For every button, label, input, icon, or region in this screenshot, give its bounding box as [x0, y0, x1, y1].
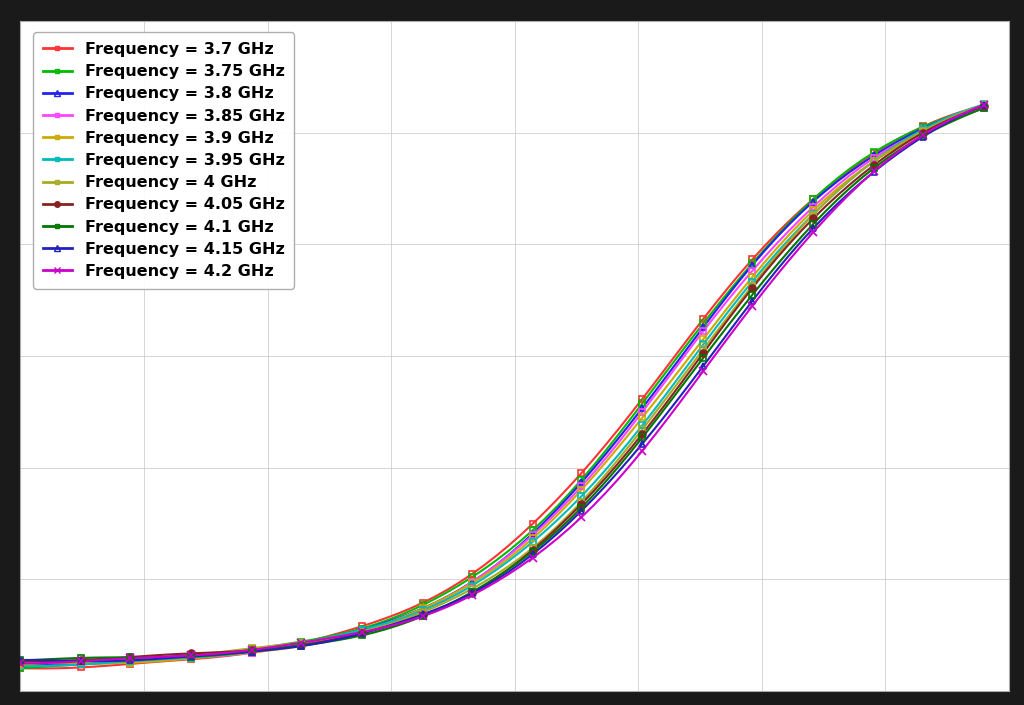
Legend: Frequency = 3.7 GHz, Frequency = 3.75 GHz, Frequency = 3.8 GHz, Frequency = 3.85: Frequency = 3.7 GHz, Frequency = 3.75 GH…	[34, 32, 294, 288]
